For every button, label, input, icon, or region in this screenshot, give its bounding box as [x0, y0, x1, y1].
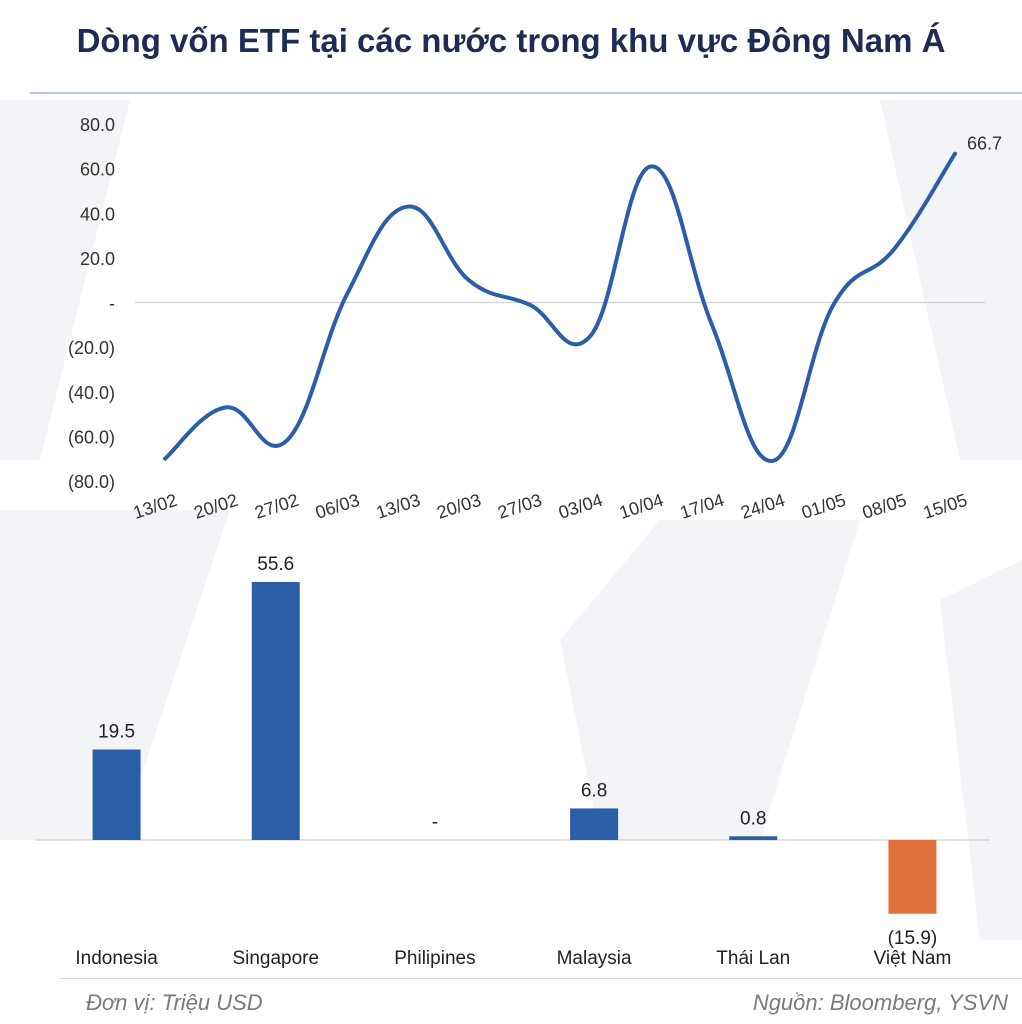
- y-tick-label: (20.0): [68, 338, 115, 358]
- bar: [92, 749, 141, 840]
- y-tick-label: -: [109, 294, 115, 314]
- category-label: Malaysia: [557, 948, 632, 969]
- bar-value-label: (15.9): [888, 928, 938, 949]
- category-label: Việt Nam: [874, 948, 952, 969]
- source-note: Nguồn: Bloomberg, YSVN: [752, 990, 1008, 1015]
- bar-value-label: 6.8: [581, 780, 607, 801]
- bar: [888, 840, 937, 914]
- bar-value-label: -: [432, 812, 438, 833]
- data-point: [954, 153, 956, 155]
- data-point: [346, 293, 348, 295]
- y-tick-label: (80.0): [68, 472, 115, 492]
- bar-value-label: 19.5: [98, 722, 135, 743]
- y-tick-label: (60.0): [68, 427, 115, 447]
- data-point: [529, 304, 531, 306]
- end-value-label: 66.7: [967, 134, 1002, 154]
- data-point: [772, 460, 774, 462]
- y-tick-label: 20.0: [80, 249, 115, 269]
- y-tick-label: (40.0): [68, 383, 115, 403]
- bar: [570, 808, 619, 840]
- data-point: [164, 458, 166, 460]
- line-chart: 80.0 60.0 40.0 20.0 - (20.0) (40.0) (60.0) (80.0…: [68, 115, 1002, 523]
- data-point: [589, 335, 591, 337]
- category-label: Philipines: [394, 948, 475, 969]
- title-divider: [30, 92, 1022, 94]
- bar-value-label: 0.8: [740, 808, 766, 829]
- chart-title: Dòng vốn ETF tại các nước trong khu vực …: [76, 22, 946, 59]
- data-point: [711, 324, 713, 326]
- unit-note: Đơn vị: Triệu USD: [86, 990, 263, 1015]
- bar-value-label: 55.6: [257, 554, 294, 575]
- y-tick-label: 40.0: [80, 204, 115, 224]
- y-tick-label: 60.0: [80, 160, 115, 180]
- category-label: Indonesia: [75, 948, 158, 969]
- y-tick-label: 80.0: [80, 115, 115, 135]
- data-point: [832, 304, 834, 306]
- category-label: Thái Lan: [716, 948, 790, 969]
- data-point: [286, 440, 288, 442]
- footer-divider: [60, 978, 1022, 979]
- data-point: [225, 406, 227, 408]
- data-point: [650, 165, 652, 167]
- bar: [729, 836, 778, 840]
- data-point: [893, 248, 895, 250]
- data-point: [407, 206, 409, 208]
- bar: [251, 582, 300, 840]
- category-label: Singapore: [232, 948, 319, 969]
- data-point: [468, 279, 470, 281]
